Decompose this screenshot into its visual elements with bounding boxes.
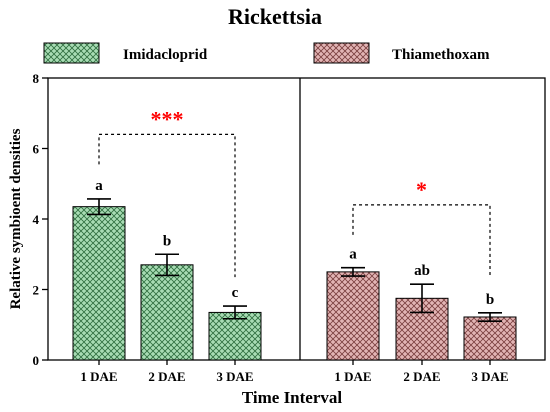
y-tick-label: 6 <box>33 142 40 157</box>
legend-swatch-imidacloprid <box>43 42 100 64</box>
significance-letter: b <box>163 233 171 249</box>
significance-letter: ab <box>414 263 430 279</box>
x-tick-label: 2 DAE <box>148 369 185 384</box>
significance-letter: a <box>95 178 103 194</box>
y-axis-label: Relative symbioent densities <box>8 128 24 309</box>
y-tick-label: 4 <box>33 212 40 227</box>
significance-letter: c <box>232 285 239 301</box>
significance-stars: * <box>416 177 427 202</box>
bar-imidacloprid-2 <box>140 264 194 361</box>
significance-letter: a <box>349 247 357 263</box>
y-tick-label: 0 <box>33 353 40 368</box>
x-tick-label: 3 DAE <box>471 369 508 384</box>
chart-title: Rickettsia <box>228 4 322 29</box>
y-tick-label: 2 <box>33 283 40 298</box>
legend-swatch-thiamethoxam <box>313 42 370 64</box>
bar-imidacloprid-1 <box>72 206 126 361</box>
x-tick-label: 2 DAE <box>403 369 440 384</box>
legend-label-thiamethoxam: Thiamethoxam <box>392 47 490 63</box>
x-tick-label: 3 DAE <box>216 369 253 384</box>
bar-imidacloprid-3 <box>208 311 262 361</box>
significance-letter: b <box>486 292 494 308</box>
comparison-bracket <box>98 133 236 278</box>
y-axis: 0 2 4 6 8 <box>33 71 48 368</box>
bar-thiamethoxam-3 <box>463 316 517 361</box>
bar-thiamethoxam-1 <box>326 271 380 361</box>
x-tick-label: 1 DAE <box>80 369 117 384</box>
comparison-bracket <box>352 204 491 276</box>
y-tick-label: 8 <box>33 71 40 86</box>
bars-group: a 1 DAE b 2 DAE c 3 DAE *** a 1 DAE ab 2 DAE b 3 DAE… <box>72 106 517 384</box>
significance-stars: *** <box>151 106 184 131</box>
x-tick-label: 1 DAE <box>334 369 371 384</box>
legend-label-imidacloprid: Imidacloprid <box>123 47 208 63</box>
x-axis-label: Time Interval <box>242 388 343 407</box>
